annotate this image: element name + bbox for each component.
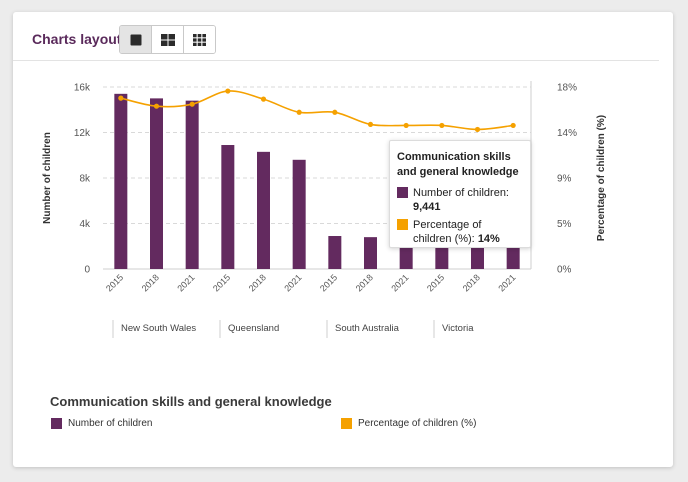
x-tick-label: 2021 [175,272,196,293]
charts-layout-toolbar: Charts layout: [13,12,659,61]
line-point [403,122,409,129]
chart-card: Charts layout: 0 4k 8k 12k 16k 0% 5% 9% 14% 18% Nu… [13,12,673,467]
group-label: Victoria [442,323,474,334]
tooltip-row-count: Number of children: 9,441 [397,186,523,214]
y-tick-label: 16k [74,83,91,94]
line-point [260,96,267,102]
x-tick-label: 2015 [318,272,339,293]
x-tick-label: 2021 [282,272,303,293]
tooltip-bar-swatch [397,187,408,198]
y2-axis-title: Percentage of children (%) [596,115,607,241]
y-tick-label: 8k [79,174,91,185]
four-grid-icon [160,33,175,46]
x-tick-label: 2018 [461,272,482,293]
y2-tick-label: 5% [557,219,572,230]
bar [364,237,377,269]
layout-button-group [119,25,216,54]
line-point [189,101,195,107]
line-point [332,109,338,115]
layout-nine-button[interactable] [183,26,215,53]
line-point [153,103,160,109]
x-tick-label: 2021 [496,272,517,293]
legend-label-number: Number of children [68,418,153,429]
bar [292,159,306,269]
y2-tick-label: 9% [557,174,572,185]
y2-tick-label: 0% [557,265,572,276]
tooltip-percent-value: 14% [477,233,500,245]
line-point [510,122,516,129]
single-grid-icon [130,34,141,45]
legend-line-swatch [341,418,352,429]
y-tick-label: 4k [79,219,91,230]
layout-four-button[interactable] [151,26,183,53]
line-point [296,109,302,115]
x-tick-label: 2015 [104,272,125,293]
combo-chart: 0 4k 8k 12k 16k 0% 5% 9% 14% 18% Number of childre… [42,81,607,338]
x-tick-label: 2018 [354,272,375,293]
tooltip-count-label: Number of children: [413,187,509,199]
bar [221,145,235,269]
y-tick-label: 12k [74,128,91,139]
legend-item-number[interactable]: Number of children [51,418,152,430]
y2-tick-label: 14% [557,128,577,139]
nine-grid-icon [193,33,206,46]
line-point [474,126,481,133]
legend-title: Communication skills and general knowled… [50,394,332,409]
tooltip-line-swatch [397,219,408,230]
x-tick-label: 2015 [211,272,232,293]
line-point [118,95,124,101]
bar [185,100,199,270]
legend-bar-swatch [51,418,62,429]
charts-layout-label: Charts layout: [32,31,127,47]
line-point [367,121,374,128]
tooltip-row-percent: Percentage of children (%): 14% [397,218,523,246]
y-tick-label: 0 [84,265,90,276]
bar [150,98,163,269]
group-label: Queensland [228,323,279,334]
line-point [439,122,445,129]
bar [328,236,342,269]
tooltip-percent-label: Percentage of children (%): [413,219,482,245]
x-tick-label: 2018 [247,272,268,293]
line-point [225,88,231,94]
chart-tooltip: Communication skills and general knowled… [389,140,531,248]
x-tick-label: 2015 [425,272,446,293]
x-tick-label: 2021 [389,272,410,293]
layout-single-button[interactable] [120,26,151,53]
y-axis-title: Number of children [42,132,53,224]
y2-tick-label: 18% [557,83,577,94]
bar [114,93,128,269]
percentage-line [120,90,514,131]
group-label: New South Wales [121,323,196,334]
tooltip-count-value: 9,441 [413,201,441,213]
legend-item-percentage[interactable]: Percentage of children (%) [341,418,476,430]
bar [257,151,270,269]
group-label: South Australia [335,323,400,334]
tooltip-title: Communication skills and general knowled… [397,151,519,178]
x-tick-label: 2018 [140,272,161,293]
legend-label-percentage: Percentage of children (%) [358,418,477,429]
